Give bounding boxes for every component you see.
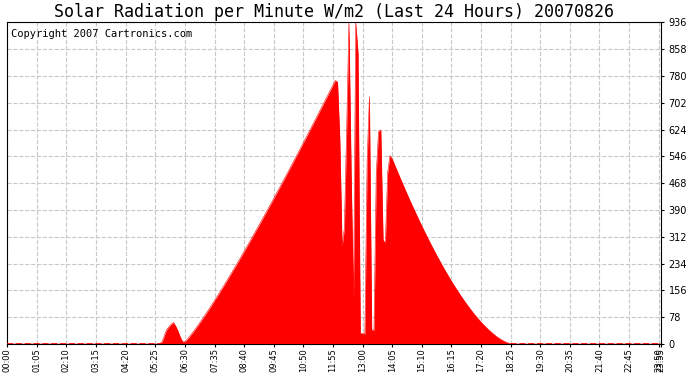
Text: Copyright 2007 Cartronics.com: Copyright 2007 Cartronics.com bbox=[10, 29, 192, 39]
Title: Solar Radiation per Minute W/m2 (Last 24 Hours) 20070826: Solar Radiation per Minute W/m2 (Last 24… bbox=[54, 3, 614, 21]
